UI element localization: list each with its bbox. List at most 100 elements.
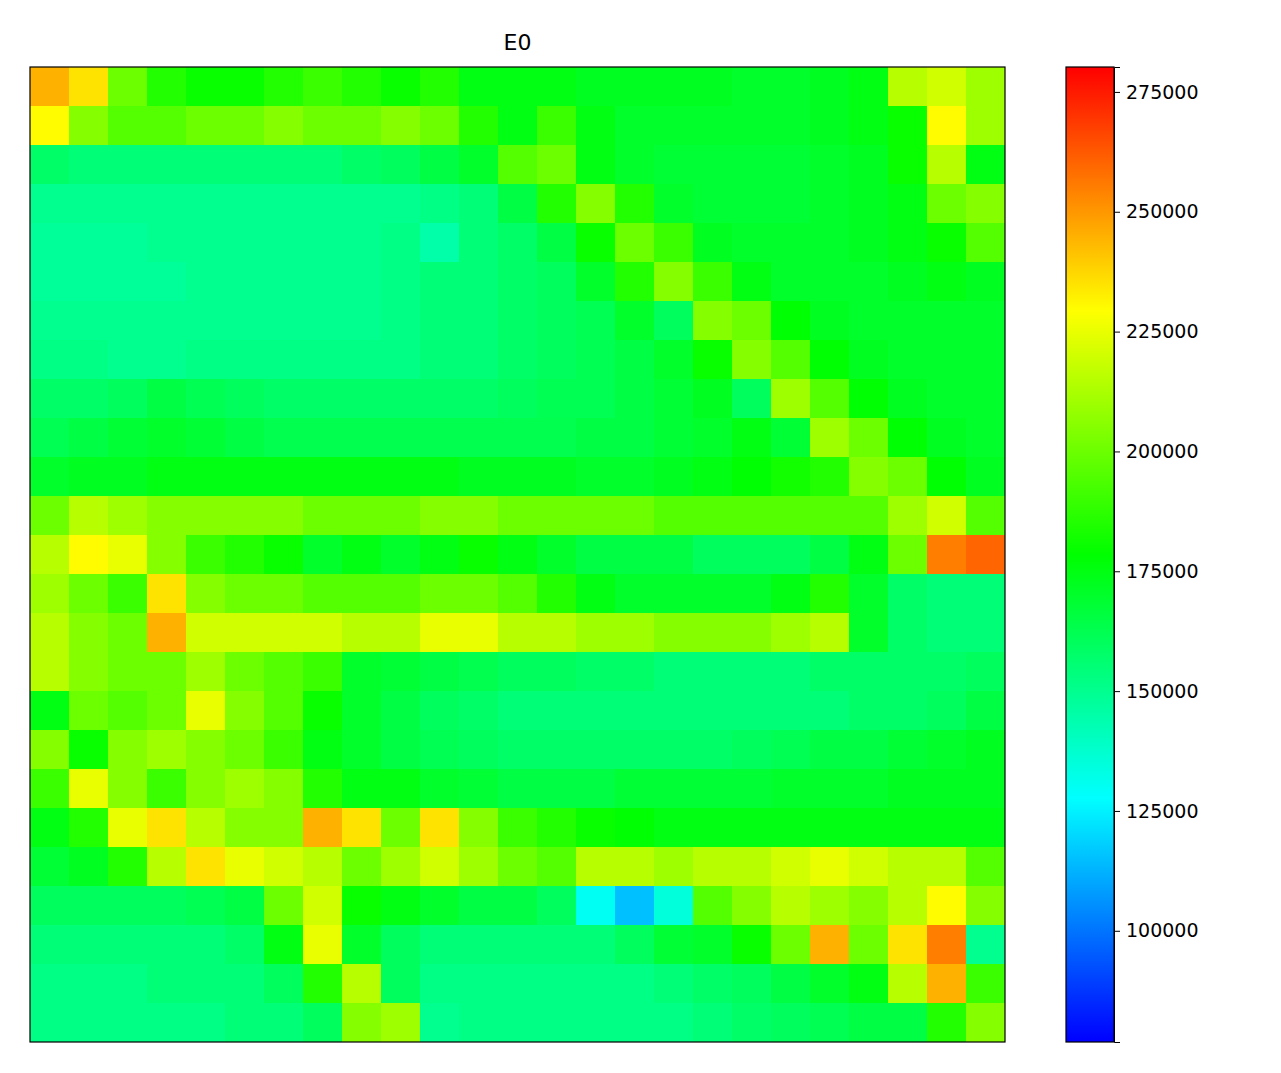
- cell: [108, 184, 148, 224]
- cell: [732, 535, 772, 575]
- cell: [654, 730, 694, 770]
- cell: [108, 262, 148, 302]
- cell: [498, 808, 538, 848]
- cell: [381, 379, 421, 419]
- cell: [927, 106, 967, 146]
- cell: [888, 496, 928, 536]
- cell: [732, 1003, 772, 1042]
- cell: [537, 652, 577, 692]
- cell: [225, 67, 265, 107]
- cell: [654, 67, 694, 107]
- cell: [927, 613, 967, 653]
- cell: [693, 418, 733, 458]
- cell: [30, 106, 70, 146]
- cell: [771, 691, 811, 731]
- cell: [342, 808, 382, 848]
- tick-label: 150000: [1126, 680, 1199, 702]
- cell: [810, 145, 850, 185]
- cell: [693, 340, 733, 380]
- cell: [225, 535, 265, 575]
- cell: [498, 145, 538, 185]
- cell: [108, 457, 148, 497]
- tick: 175000: [1114, 560, 1199, 582]
- cell: [810, 769, 850, 809]
- cell: [30, 340, 70, 380]
- cell: [459, 535, 499, 575]
- cell: [186, 847, 226, 887]
- cell: [888, 847, 928, 887]
- cell: [108, 691, 148, 731]
- cell: [108, 574, 148, 614]
- cell: [147, 301, 187, 341]
- cell: [654, 418, 694, 458]
- cell: [147, 1003, 187, 1042]
- cell: [732, 106, 772, 146]
- cell: [342, 1003, 382, 1042]
- cell: [732, 613, 772, 653]
- cell: [108, 1003, 148, 1042]
- cell: [888, 925, 928, 965]
- cell: [615, 730, 655, 770]
- cell: [537, 691, 577, 731]
- cell: [381, 769, 421, 809]
- cell: [147, 730, 187, 770]
- cell: [966, 886, 1005, 926]
- cell: [498, 574, 538, 614]
- cell: [30, 652, 70, 692]
- cell: [615, 340, 655, 380]
- cell: [69, 925, 109, 965]
- cell: [264, 847, 304, 887]
- cell: [576, 1003, 616, 1042]
- cell: [303, 496, 343, 536]
- cell: [381, 67, 421, 107]
- tick: 200000: [1114, 440, 1199, 462]
- cell: [537, 379, 577, 419]
- cell: [771, 730, 811, 770]
- cell: [693, 1003, 733, 1042]
- cell: [771, 145, 811, 185]
- cell: [225, 808, 265, 848]
- cell: [732, 145, 772, 185]
- cell: [732, 418, 772, 458]
- cell: [888, 808, 928, 848]
- cell: [342, 964, 382, 1004]
- cell: [927, 652, 967, 692]
- colorbar-axis: 1000001250001500001750002000002250002500…: [1114, 68, 1199, 1043]
- cell: [186, 340, 226, 380]
- cell: [342, 691, 382, 731]
- cell: [420, 613, 460, 653]
- cell: [303, 535, 343, 575]
- cell: [498, 925, 538, 965]
- cell: [186, 457, 226, 497]
- cell: [459, 106, 499, 146]
- cell: [498, 496, 538, 536]
- cell: [966, 964, 1005, 1004]
- cell: [615, 1003, 655, 1042]
- cell: [888, 964, 928, 1004]
- cell: [654, 847, 694, 887]
- cell: [771, 223, 811, 263]
- cell: [69, 613, 109, 653]
- cell: [459, 769, 499, 809]
- tick-mark: [1114, 691, 1120, 692]
- cell: [459, 925, 499, 965]
- cell: [810, 1003, 850, 1042]
- tick: 275000: [1114, 81, 1199, 103]
- cell: [810, 691, 850, 731]
- cell: [849, 808, 889, 848]
- cell: [771, 184, 811, 224]
- cell: [498, 691, 538, 731]
- cell: [459, 652, 499, 692]
- cell: [342, 418, 382, 458]
- tick-mark: [1114, 212, 1120, 213]
- cell: [654, 457, 694, 497]
- cell: [576, 925, 616, 965]
- cell: [654, 340, 694, 380]
- cell: [810, 964, 850, 1004]
- cell: [810, 223, 850, 263]
- cell: [537, 808, 577, 848]
- cell: [498, 1003, 538, 1042]
- cell: [888, 535, 928, 575]
- cell: [927, 67, 967, 107]
- cell: [732, 730, 772, 770]
